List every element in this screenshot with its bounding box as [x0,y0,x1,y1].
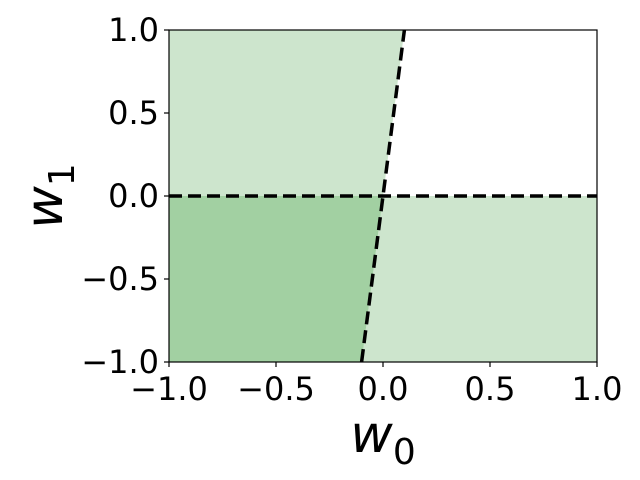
y-tick-label: 1.0 [108,11,159,49]
region-3 [169,196,383,362]
y-tick-label: 0.0 [108,177,159,215]
y-axis-label-base: w [15,186,75,229]
y-tick-label: 0.5 [108,94,159,132]
x-tick-label: −1.0 [130,370,208,408]
x-tick-label: −0.5 [237,370,315,408]
boundary-line-2 [359,29,407,363]
x-tick-label: 1.0 [572,370,623,408]
y-tick-label: −1.0 [81,343,159,381]
x-tick-label: 0.0 [358,370,409,408]
x-tick-label: 0.5 [465,370,516,408]
y-axis-ticks: −1.0 −0.5 0.0 0.5 1.0 [81,11,169,381]
x-axis-label-base: w [350,405,393,465]
x-axis-ticks: −1.0 −0.5 0.0 0.5 1.0 [130,362,622,408]
region-1 [169,30,405,196]
shaded-regions [169,30,597,362]
region-2 [361,196,597,362]
x-axis-label: w0 [350,405,415,473]
y-axis-label: w1 [15,163,83,228]
y-axis-label-subscript: 1 [42,163,83,186]
boundary-lines [169,29,597,363]
x-axis-label-subscript: 0 [393,432,416,473]
y-tick-label: −0.5 [81,260,159,298]
